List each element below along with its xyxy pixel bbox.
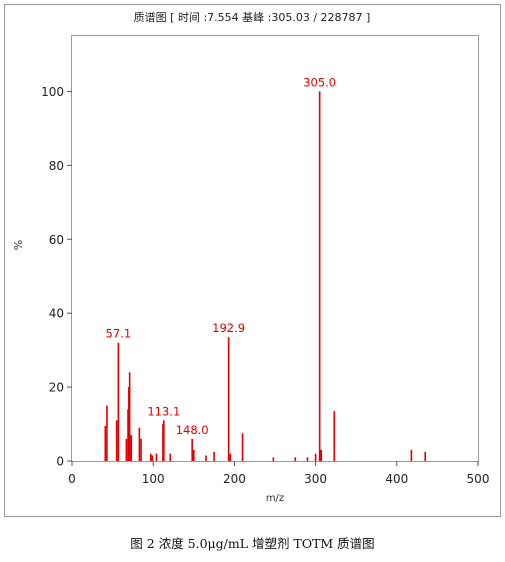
y-tick-label: 80 [49, 159, 64, 173]
peak-series [104, 91, 427, 461]
y-axis: 0 20 40 60 80 100 [41, 85, 72, 469]
y-tick-label: 100 [41, 85, 64, 99]
peak-label: 305.0 [303, 75, 336, 89]
x-axis: 0 100 200 300 400 500 [68, 461, 489, 486]
x-axis-label: m/z [266, 493, 284, 504]
x-tick-label: 300 [304, 472, 327, 486]
x-tick-label: 0 [68, 472, 76, 486]
figure-panel: 质谱图 [ 时间 :7.554 基峰 :305.03 / 228787 ] 0 2… [4, 4, 501, 517]
y-tick-label: 0 [56, 455, 64, 469]
peak-label: 148.0 [176, 423, 209, 437]
y-axis-label: % [12, 240, 25, 250]
peak-label: 113.1 [147, 404, 180, 418]
mass-spectrum-chart: 质谱图 [ 时间 :7.554 基峰 :305.03 / 228787 ] 0 2… [4, 4, 501, 517]
x-tick-label: 400 [385, 472, 408, 486]
peak-labels: 57.1 113.1 148.0 192.9 305.0 [106, 75, 337, 436]
x-tick-label: 500 [467, 472, 490, 486]
y-tick-label: 60 [49, 233, 64, 247]
x-tick-label: 200 [223, 472, 246, 486]
peak-label: 192.9 [212, 321, 245, 335]
y-tick-label: 20 [49, 381, 64, 395]
peak-label: 57.1 [106, 327, 132, 341]
figure-caption: 图 2 浓度 5.0μg/mL 增塑剂 TOTM 质谱图 [130, 536, 375, 551]
x-tick-label: 100 [142, 472, 165, 486]
plot-area [71, 35, 479, 462]
y-tick-label: 40 [49, 307, 64, 321]
chart-title: 质谱图 [ 时间 :7.554 基峰 :305.03 / 228787 ] [134, 10, 371, 24]
